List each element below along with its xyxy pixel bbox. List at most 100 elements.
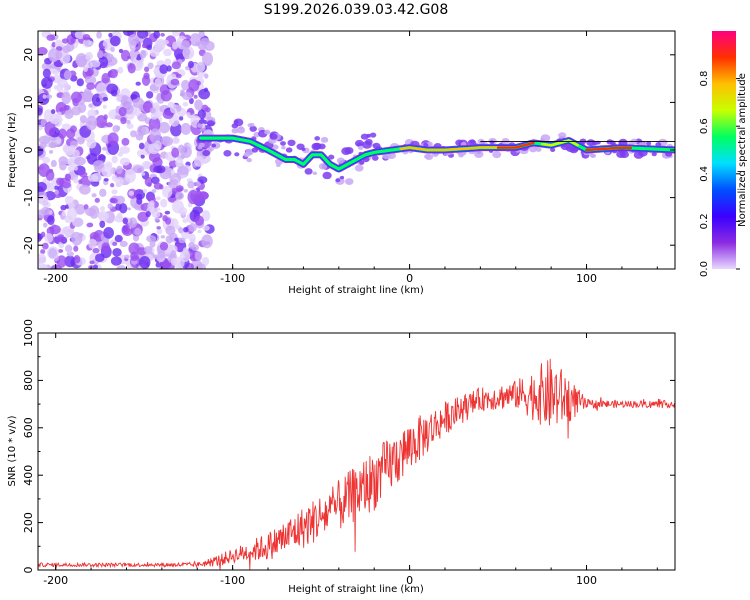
ridge-blob [616,150,626,159]
noise-blob [183,226,189,233]
noise-blob [116,165,123,175]
noise-blob [40,231,46,238]
noise-blob [154,140,162,151]
ridge-blob [320,136,329,143]
noise-blob [112,124,120,133]
noise-blob [134,108,141,117]
noise-blob [46,94,53,99]
noise-blob [126,207,132,211]
noise-blob [105,122,113,128]
y-tick-label: 200 [22,512,35,533]
noise-blob [160,235,166,239]
x-tick-label: -100 [220,574,245,587]
noise-blob [40,249,46,255]
noise-blob [61,123,71,130]
noise-blob [177,165,189,175]
noise-blob [145,210,151,218]
noise-blob [55,46,63,52]
noise-blob [116,212,123,219]
noise-blob [38,107,43,116]
noise-blob [119,240,128,247]
ridge-blob [354,164,364,172]
noise-blob [99,220,106,228]
noise-blob [159,263,169,269]
noise-blob [71,106,82,116]
noise-blob [63,104,70,111]
noise-blob [114,195,125,205]
noise-blob [128,34,140,46]
noise-blob [89,260,95,265]
noise-blob [39,141,47,149]
noise-blob [42,242,49,250]
noise-blob [78,232,84,238]
noise-blob [114,234,123,243]
noise-blob [126,55,131,59]
ridge-blob [318,162,328,170]
noise-blob [83,204,89,210]
noise-blob [182,247,189,254]
noise-blob [155,262,161,268]
noise-blob [92,264,99,269]
colorbar-label: Normalized spectral amplitude [737,73,748,227]
noise-blob [139,51,147,59]
noise-blob [62,226,68,232]
noise-blob [153,31,161,39]
noise-blob [50,109,56,115]
noise-blob [177,144,185,154]
noise-blob [38,124,44,131]
noise-blob [86,222,94,228]
ridge-blob [359,160,365,165]
ridge-blob [238,126,244,130]
noise-blob [154,77,162,88]
noise-blob [197,176,208,184]
ridge-blob [211,143,217,148]
noise-blob [106,83,119,95]
colorbar: 0.0 0.2 0.4 0.6 0.8 Normalized spectral ampl… [699,31,748,277]
noise-blob [49,141,58,148]
noise-blob [194,99,203,111]
noise-blob [88,238,97,250]
ridge-blob [357,145,364,150]
noise-blob [188,241,195,249]
ridge-blob [198,142,205,148]
noise-blob [96,31,102,39]
noise-blob [157,249,166,259]
ridge-blob [202,149,211,157]
ridge-blob [271,144,279,150]
noise-blob [109,35,121,47]
noise-blob [180,89,185,93]
noise-blob [148,151,161,163]
noise-blob [72,217,84,227]
noise-blob [84,75,97,85]
noise-blob [52,70,60,75]
noise-blob [119,203,128,214]
noise-blob [195,263,206,269]
noise-blob [165,235,173,244]
noise-blob [111,155,118,164]
noise-blob [175,191,185,200]
ridge-blob [558,132,567,139]
ridge-blob [633,151,644,159]
noise-blob [178,187,183,192]
noise-blob [85,115,98,131]
y-tick-label: -20 [22,236,35,254]
noise-blob [160,90,172,102]
noise-blob [111,189,118,195]
ridge-blob [425,153,434,161]
noise-blob [112,248,122,257]
noise-blob [57,78,68,88]
noise-blob [38,46,48,56]
ridge-blob [492,151,502,159]
noise-blob [124,168,136,183]
x-tick-label: 0 [406,272,413,285]
noise-blob [46,215,55,225]
noise-blob [85,54,91,61]
ridge-blob [646,141,652,146]
noise-blob [115,176,124,187]
noise-blob [186,112,191,118]
noise-blob [148,117,161,132]
noise-blob [42,222,48,228]
noise-blob [53,185,60,190]
noise-blob [64,255,76,268]
noise-blob [143,245,153,254]
